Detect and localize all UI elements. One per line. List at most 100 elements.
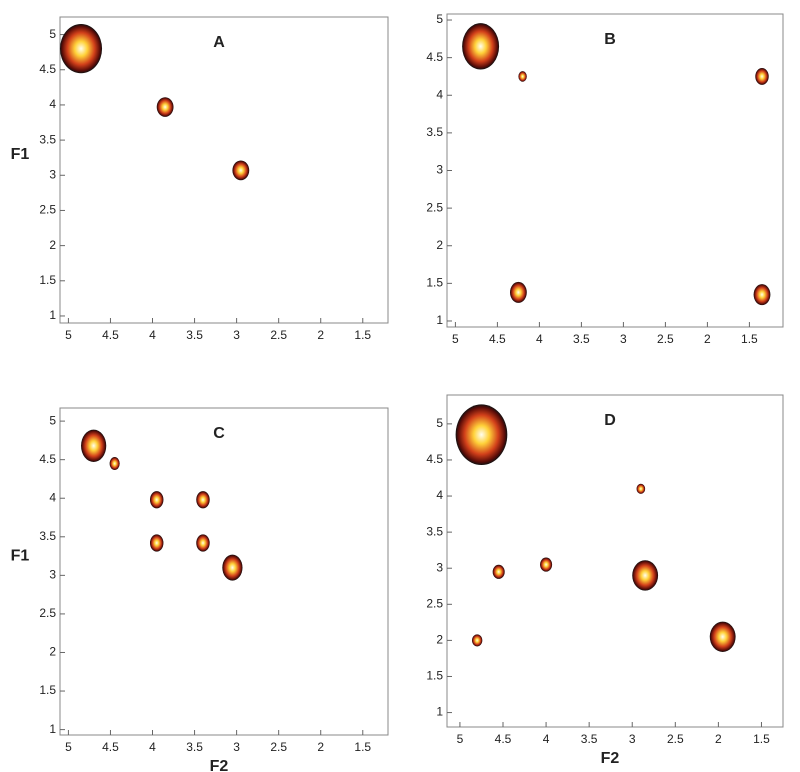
y-tick-label: 3.5 [39, 132, 56, 146]
x-tick-label: 2.5 [657, 332, 674, 346]
y-tick-label: 5 [49, 27, 56, 41]
peak [149, 491, 164, 509]
y-tick-label: 4 [436, 87, 443, 101]
y-tick-label: 2.5 [39, 606, 56, 620]
y-tick-label: 3.5 [39, 529, 56, 543]
panel-label: C [213, 425, 225, 442]
peak [462, 23, 500, 70]
x-tick-label: 3.5 [186, 328, 203, 342]
y-tick-label: 1.5 [39, 683, 56, 697]
y-tick-label: 2.5 [426, 200, 443, 214]
peak [196, 491, 210, 509]
peak [755, 68, 769, 85]
y-axis-label: F1 [11, 146, 30, 163]
y-tick-label: 4 [436, 488, 443, 502]
y-axis-label: F1 [11, 548, 30, 565]
plot-frame [59, 16, 389, 324]
plot-frame [446, 394, 784, 728]
peak [540, 557, 553, 572]
y-tick-label: 2 [49, 645, 56, 659]
x-tick-label: 5 [65, 740, 72, 754]
x-tick-label: 5 [452, 332, 459, 346]
y-tick-label: 4.5 [426, 50, 443, 64]
x-axis-label: F2 [601, 750, 620, 767]
peak [632, 560, 659, 591]
peak [753, 284, 771, 306]
x-tick-label: 3.5 [573, 332, 590, 346]
plot-frame [446, 13, 784, 328]
y-tick-label: 1 [49, 308, 56, 322]
peak [81, 429, 107, 462]
peak [518, 71, 527, 82]
x-tick-label: 4.5 [102, 740, 119, 754]
x-tick-label: 5 [65, 328, 72, 342]
x-tick-label: 1.5 [354, 328, 371, 342]
y-tick-label: 3 [49, 568, 56, 582]
y-tick-label: 1.5 [426, 669, 443, 683]
x-tick-label: 4 [149, 740, 156, 754]
peak [232, 160, 250, 181]
peak [510, 281, 527, 303]
x-tick-label: 2 [715, 732, 722, 746]
x-tick-label: 4.5 [102, 328, 119, 342]
x-tick-label: 5 [457, 732, 464, 746]
x-tick-label: 3 [620, 332, 627, 346]
x-tick-label: 4 [543, 732, 550, 746]
y-tick-label: 1 [49, 722, 56, 736]
x-tick-label: 3 [629, 732, 636, 746]
y-tick-label: 4.5 [39, 62, 56, 76]
x-tick-label: 2 [704, 332, 711, 346]
x-tick-label: 2.5 [270, 740, 287, 754]
x-tick-label: 2.5 [270, 328, 287, 342]
x-tick-label: 3 [233, 328, 240, 342]
y-tick-label: 3 [436, 163, 443, 177]
x-tick-label: 2 [317, 328, 324, 342]
y-tick-label: 2 [49, 238, 56, 252]
y-tick-label: 2.5 [426, 596, 443, 610]
y-tick-label: 4 [49, 97, 56, 111]
panel-label: B [604, 31, 616, 48]
peak [222, 554, 243, 581]
peak [455, 404, 508, 466]
y-tick-label: 3 [436, 560, 443, 574]
peak [196, 534, 210, 552]
peak [156, 97, 174, 117]
y-tick-label: 3 [49, 167, 56, 181]
y-tick-label: 5 [49, 413, 56, 427]
x-tick-label: 2 [317, 740, 324, 754]
peak [149, 534, 164, 552]
y-tick-label: 1 [436, 705, 443, 719]
panel-label: A [213, 34, 225, 51]
y-tick-label: 4.5 [39, 452, 56, 466]
y-tick-label: 1 [436, 313, 443, 327]
x-tick-label: 4 [536, 332, 543, 346]
y-tick-label: 4 [49, 490, 56, 504]
x-tick-label: 1.5 [354, 740, 371, 754]
x-tick-label: 4.5 [495, 732, 512, 746]
peak [109, 457, 120, 471]
y-tick-label: 5 [436, 416, 443, 430]
panel-label: D [604, 412, 616, 429]
y-tick-label: 2 [436, 238, 443, 252]
peak [709, 621, 736, 652]
peak [471, 634, 483, 647]
y-tick-label: 1.5 [39, 273, 56, 287]
x-tick-label: 4.5 [489, 332, 506, 346]
x-tick-label: 1.5 [741, 332, 758, 346]
peak [492, 564, 505, 579]
x-tick-label: 2.5 [667, 732, 684, 746]
x-tick-label: 3 [233, 740, 240, 754]
peak [60, 24, 103, 74]
y-tick-label: 1.5 [426, 276, 443, 290]
x-tick-label: 1.5 [753, 732, 770, 746]
y-tick-label: 3.5 [426, 524, 443, 538]
plot-frame [59, 407, 389, 736]
y-tick-label: 5 [436, 12, 443, 26]
x-tick-label: 3.5 [581, 732, 598, 746]
x-tick-label: 3.5 [186, 740, 203, 754]
peak [636, 483, 646, 494]
x-tick-label: 4 [149, 328, 156, 342]
x-axis-label: F2 [210, 758, 229, 772]
y-tick-label: 2 [436, 633, 443, 647]
